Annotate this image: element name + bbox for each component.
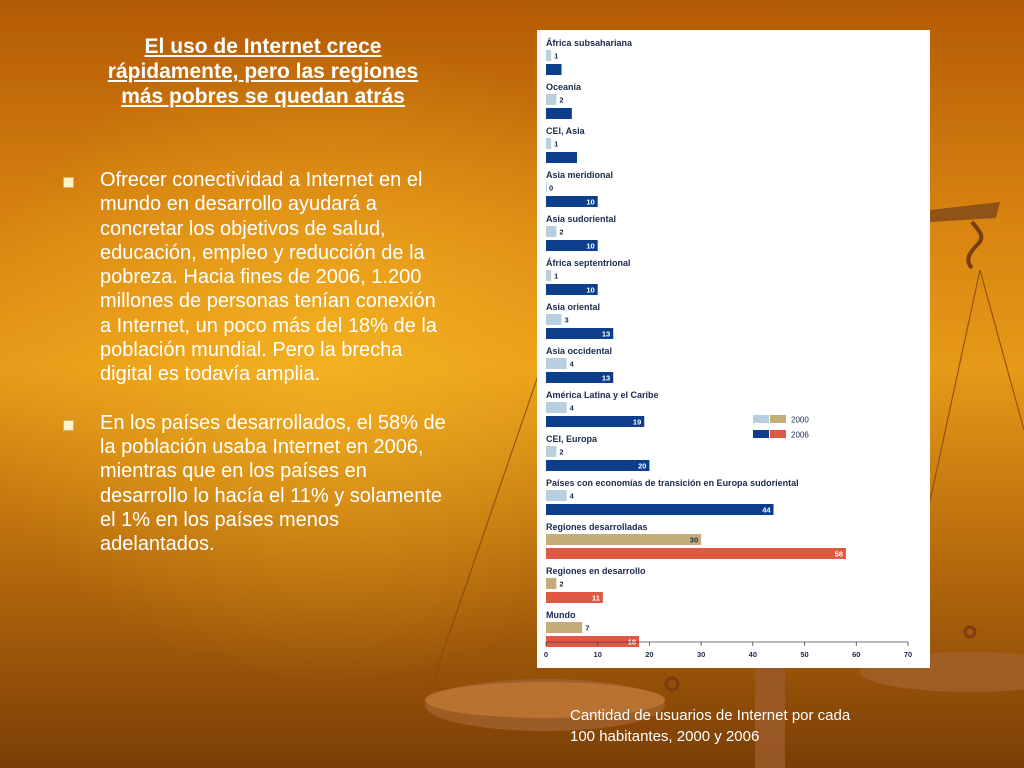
chart-caption: Cantidad de usuarios de Internet por cad…: [570, 705, 910, 747]
category-label: Mundo: [546, 610, 576, 620]
bar-2006-value-label: 13: [602, 374, 610, 383]
bar-2000-value-label: 2: [559, 228, 563, 237]
bar-2000: [546, 622, 583, 633]
bar-2000-value-label: 2: [559, 448, 563, 457]
legend-2000-aggregate-swatch: [770, 415, 786, 423]
bar-2000: [546, 94, 557, 105]
category-label: Regiones en desarrollo: [546, 566, 646, 576]
bar-2000-value-label: 4: [570, 404, 575, 413]
bar-2000: [546, 182, 547, 193]
x-axis-tick-label: 70: [904, 650, 912, 659]
bar-2006: [546, 284, 598, 295]
bar-2000-value-label: 1: [554, 272, 558, 281]
category-label: Asia meridional: [546, 170, 613, 180]
bar-2000: [546, 358, 567, 369]
bar-2006-value-label: 20: [638, 462, 646, 471]
bullet-text: Ofrecer conectividad a Internet en el mu…: [100, 169, 437, 386]
caption-line-2: 100 habitantes, 2000 y 2006: [570, 728, 760, 745]
bar-2006: [546, 240, 598, 251]
bar-2006-value-label: 10: [586, 198, 594, 207]
bar-2006: [546, 504, 774, 515]
bar-2000: [546, 446, 557, 457]
bar-2006: [546, 548, 846, 559]
bar-2006-value-label: 11: [592, 594, 600, 603]
bar-2000-value-label: 4: [570, 492, 575, 501]
category-label: CEI, Europa: [546, 434, 598, 444]
bar-2006-value-label: 5: [575, 110, 579, 119]
bullet-square-icon: [63, 177, 74, 188]
x-axis-tick-label: 0: [544, 650, 548, 659]
bar-2000: [546, 50, 552, 61]
category-label: Regiones desarrolladas: [546, 522, 648, 532]
bar-2006: [546, 636, 640, 647]
bar-2006: [546, 416, 645, 427]
x-axis-tick-label: 40: [749, 650, 757, 659]
bar-2006-value-label: 3: [565, 66, 569, 75]
bar-2000-value-label: 7: [585, 624, 589, 633]
bar-2000-value-label: 2: [559, 580, 563, 589]
legend-2006-aggregate-swatch: [770, 430, 786, 438]
bullet-square-icon: [63, 419, 74, 431]
bar-2000-value-label: 1: [554, 52, 558, 61]
bar-2000: [546, 402, 567, 413]
bar-2006-value-label: 10: [586, 242, 594, 251]
bar-2000-value-label: 0: [549, 184, 553, 193]
chart-panel: África subsahariana 1 3 Oceanía 2 5 CEI, Asia 1…: [537, 30, 930, 668]
category-label: África subsahariana: [546, 38, 633, 48]
legend-2006-regional-swatch: [753, 430, 769, 438]
bar-2006-value-label: 44: [762, 506, 771, 515]
bar-2000: [546, 138, 552, 149]
category-label: Países con economías de transición en Eu…: [546, 478, 799, 488]
bullet-item: En los países desarrollados, el 58% de l…: [60, 411, 450, 557]
bullet-list: Ofrecer conectividad a Internet en el mu…: [60, 168, 450, 580]
bar-2006-value-label: 6: [580, 154, 584, 163]
bar-2006-value-label: 13: [602, 330, 610, 339]
x-axis-tick-label: 50: [800, 650, 808, 659]
bar-2006: [546, 372, 614, 383]
bar-2000-value-label: 2: [559, 96, 563, 105]
bar-2000: [546, 534, 702, 545]
category-label: CEI, Asia: [546, 126, 586, 136]
bar-2000: [546, 226, 557, 237]
bar-2000-value-label: 4: [570, 360, 575, 369]
legend-2000-regional-swatch: [753, 415, 769, 423]
bar-2000: [546, 314, 562, 325]
category-label: Asia sudoriental: [546, 214, 616, 224]
x-axis-tick-label: 30: [697, 650, 705, 659]
category-label: América Latina y el Caribe: [546, 390, 659, 400]
x-axis-tick-label: 10: [594, 650, 602, 659]
bullet-text: En los países desarrollados, el 58% de l…: [100, 411, 446, 556]
bullet-item: Ofrecer conectividad a Internet en el mu…: [60, 168, 450, 387]
bar-2006: [546, 328, 614, 339]
slide-title: El uso de Internet crece rápidamente, pe…: [107, 35, 419, 108]
bar-2000: [546, 578, 557, 589]
bar-2000-value-label: 3: [565, 316, 569, 325]
bar-2006: [546, 108, 572, 119]
bar-2000: [546, 270, 552, 281]
category-label: Asia occidental: [546, 346, 612, 356]
caption-line-1: Cantidad de usuarios de Internet por cad…: [570, 707, 851, 724]
bar-2006: [546, 592, 603, 603]
bar-2006-value-label: 19: [633, 418, 641, 427]
x-axis-tick-label: 20: [645, 650, 653, 659]
category-label: Oceanía: [546, 82, 582, 92]
bar-2006-value-label: 58: [835, 550, 843, 559]
category-label: África septentrional: [546, 258, 631, 268]
legend-label-2000: 2000: [791, 416, 809, 425]
bar-2000-value-label: 30: [690, 536, 698, 545]
bar-2000: [546, 490, 567, 501]
bar-2006: [546, 196, 598, 207]
bar-2006: [546, 152, 578, 163]
x-axis-tick-label: 60: [852, 650, 860, 659]
legend-label-2006: 2006: [791, 431, 809, 440]
bar-2006: [546, 460, 650, 471]
bar-2006: [546, 64, 562, 75]
bar-2000-value-label: 1: [554, 140, 558, 149]
bar-2006-value-label: 10: [586, 286, 594, 295]
category-label: Asia oriental: [546, 302, 600, 312]
